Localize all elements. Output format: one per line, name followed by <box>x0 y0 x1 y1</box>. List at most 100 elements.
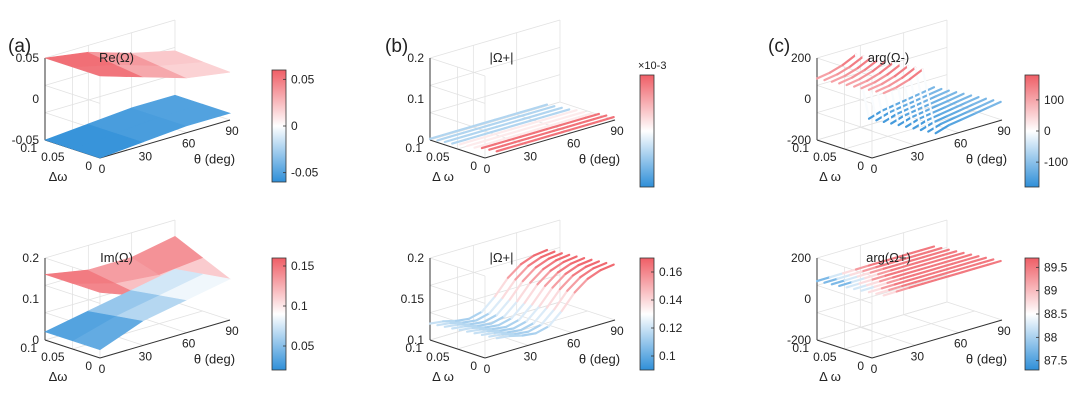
data-curve-segment <box>964 255 980 262</box>
x-tick-label: 30 <box>911 149 925 163</box>
data-curve-segment <box>910 263 926 270</box>
data-curve-segment <box>471 326 487 329</box>
data-curve-segment <box>501 141 517 147</box>
y-tick-label: 0.1 <box>405 341 422 355</box>
data-curve-segment <box>932 268 949 275</box>
x-tick-label: 30 <box>139 149 153 163</box>
data-curve-segment <box>493 114 510 121</box>
data-curve-segment <box>493 331 509 334</box>
data-curve-segment <box>577 112 593 119</box>
data-curve-segment <box>523 283 539 304</box>
data-curve-segment <box>521 138 537 145</box>
x-axis-label: θ (deg) <box>579 351 620 366</box>
data-curve-segment <box>921 68 937 135</box>
data-curve-segment <box>464 324 480 328</box>
data-curve-segment <box>927 87 943 96</box>
data-curve-segment <box>830 74 846 83</box>
data-curve-segment <box>480 331 496 336</box>
grid-line <box>816 301 948 341</box>
z-tick-label: -0.05 <box>12 133 40 147</box>
y-tick-label: 0.05 <box>41 150 65 164</box>
data-curve-segment <box>854 264 871 271</box>
data-curve-segment <box>864 273 880 280</box>
data-curve-segment <box>527 133 543 140</box>
y-axis-line <box>429 139 486 159</box>
data-curve-segment <box>953 110 969 120</box>
x-axis-line <box>484 319 616 359</box>
x-tick-label: 60 <box>567 137 581 151</box>
colorbar-tick-label: 0.14 <box>659 293 683 307</box>
grid-line <box>844 110 975 150</box>
data-curve-segment <box>480 295 497 313</box>
y-tick-label: 0.05 <box>41 350 65 364</box>
data-curve-segment <box>553 125 569 132</box>
data-curve-segment <box>888 258 904 265</box>
data-curve-segment <box>449 321 465 325</box>
data-curve-segment <box>878 61 895 75</box>
data-curve-segment <box>540 105 556 112</box>
data-curve-segment <box>893 253 910 259</box>
data-curve-segment <box>971 256 988 263</box>
data-curve-segment <box>956 94 973 103</box>
z-tick-label: -200 <box>787 133 811 147</box>
data-curve-segment <box>443 137 459 144</box>
data-curve-segment <box>966 262 982 269</box>
data-curve-segment <box>503 300 519 318</box>
data-curve-segment <box>571 116 588 123</box>
data-curve-segment <box>958 103 975 112</box>
data-curve-segment <box>510 301 526 320</box>
y-axis-label: Δ ω <box>819 169 841 184</box>
data-curve-segment <box>534 325 550 335</box>
surface-patch-upper <box>131 50 203 66</box>
data-curve-segment <box>860 285 876 292</box>
grid-line <box>44 19 176 59</box>
data-curve-segment <box>436 322 452 327</box>
data-curve-segment <box>534 135 550 141</box>
data-curve-segment <box>549 112 565 119</box>
colorbar-tick-label: -100 <box>1044 155 1068 169</box>
data-curve-segment <box>823 73 839 82</box>
data-curve-segment <box>484 131 500 138</box>
grid-line <box>816 274 948 314</box>
data-curve-segment <box>441 130 458 137</box>
z-tick-label: 0 <box>804 292 811 306</box>
data-curve-segment <box>906 249 923 256</box>
data-curve-segment <box>521 114 537 121</box>
data-curve-segment <box>867 287 884 294</box>
z-tick-label: 0 <box>32 333 39 347</box>
data-curve-segment <box>938 107 954 116</box>
x-tick-label: 0 <box>871 362 878 376</box>
colorbar-tick-label: 100 <box>1044 93 1064 107</box>
data-curve-segment <box>573 277 589 294</box>
data-curve-segment <box>469 129 485 136</box>
data-curve-segment <box>947 271 963 278</box>
data-curve-segment <box>560 127 576 134</box>
data-curve-segment <box>579 118 595 125</box>
data-curve-segment <box>454 126 471 133</box>
y-axis-line <box>816 339 873 359</box>
y-tick-label: 0 <box>85 159 92 173</box>
data-curve-segment <box>938 262 954 269</box>
y-tick-label: 0.1 <box>20 341 37 355</box>
y-axis-line <box>429 339 486 359</box>
colorbar-tick-label: 0.05 <box>291 339 315 353</box>
data-curve-segment <box>858 70 874 81</box>
data-curve-segment <box>882 86 898 95</box>
colorbar-tick-label: 0.12 <box>659 321 683 335</box>
panel-label-a: (a) <box>8 36 31 57</box>
y-tick-label: 0.1 <box>792 341 809 355</box>
data-curve-segment <box>525 305 541 323</box>
data-curve-segment <box>527 323 543 333</box>
data-curve-segment <box>519 131 536 138</box>
data-curve-segment <box>569 110 586 117</box>
data-curve-segment <box>501 116 517 123</box>
z-tick-label: -200 <box>787 333 811 347</box>
data-curve-segment <box>592 114 608 121</box>
data-curve-segment <box>934 124 950 135</box>
data-curve-segment <box>508 142 524 149</box>
data-curve-segment <box>880 74 897 86</box>
data-curve-segment <box>479 137 495 144</box>
colorbar-tick-label: 0.1 <box>291 299 308 313</box>
x-tick-label: 90 <box>610 324 624 338</box>
